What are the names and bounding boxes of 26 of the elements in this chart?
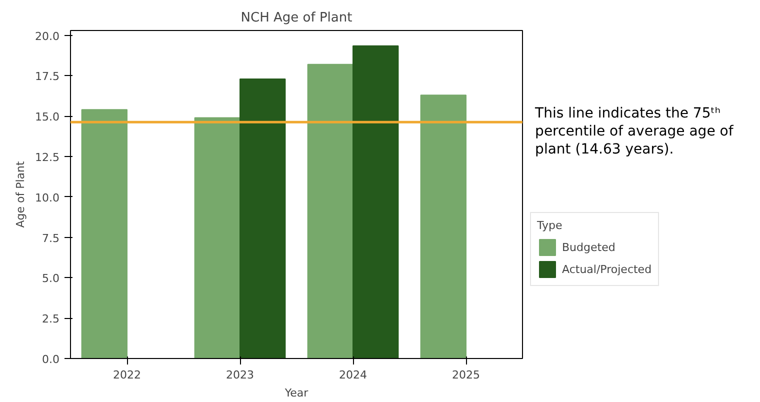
legend-title: Type xyxy=(537,219,564,232)
bar xyxy=(240,78,286,358)
y-tick-label: 7.5 xyxy=(42,232,60,245)
bar xyxy=(352,45,399,358)
bar xyxy=(420,94,466,358)
y-tick-label: 20.0 xyxy=(35,30,60,43)
bar xyxy=(81,109,128,358)
ref-line-label: This line indicates the 75ᵗʰ percentile of average age of plant (14.63 years). xyxy=(534,106,734,158)
x-tick-label: 2025 xyxy=(452,368,480,382)
legend-label: Actual/Projected xyxy=(562,262,652,276)
bar xyxy=(307,64,354,358)
y-axis-title: Age of Plant xyxy=(14,160,28,228)
y-tick-label: 15.0 xyxy=(35,110,60,124)
y-tick-label: 17.5 xyxy=(35,70,60,84)
y-tick-label: 0.0 xyxy=(42,353,60,366)
y-tick-label: 12.5 xyxy=(35,151,60,164)
y-tick-label: 5.0 xyxy=(42,272,60,286)
x-tick-label: 2023 xyxy=(226,368,254,382)
y-tick-label: 10.0 xyxy=(35,191,60,204)
x-tick-label: 2024 xyxy=(339,368,368,382)
bar xyxy=(194,117,240,358)
chart-title: NCH Age of Plant xyxy=(240,10,352,26)
x-axis-title: Year xyxy=(284,386,309,400)
x-tick-label: 2022 xyxy=(113,368,142,382)
legend-label: Budgeted xyxy=(562,240,616,254)
y-tick-label: 2.5 xyxy=(42,312,60,326)
